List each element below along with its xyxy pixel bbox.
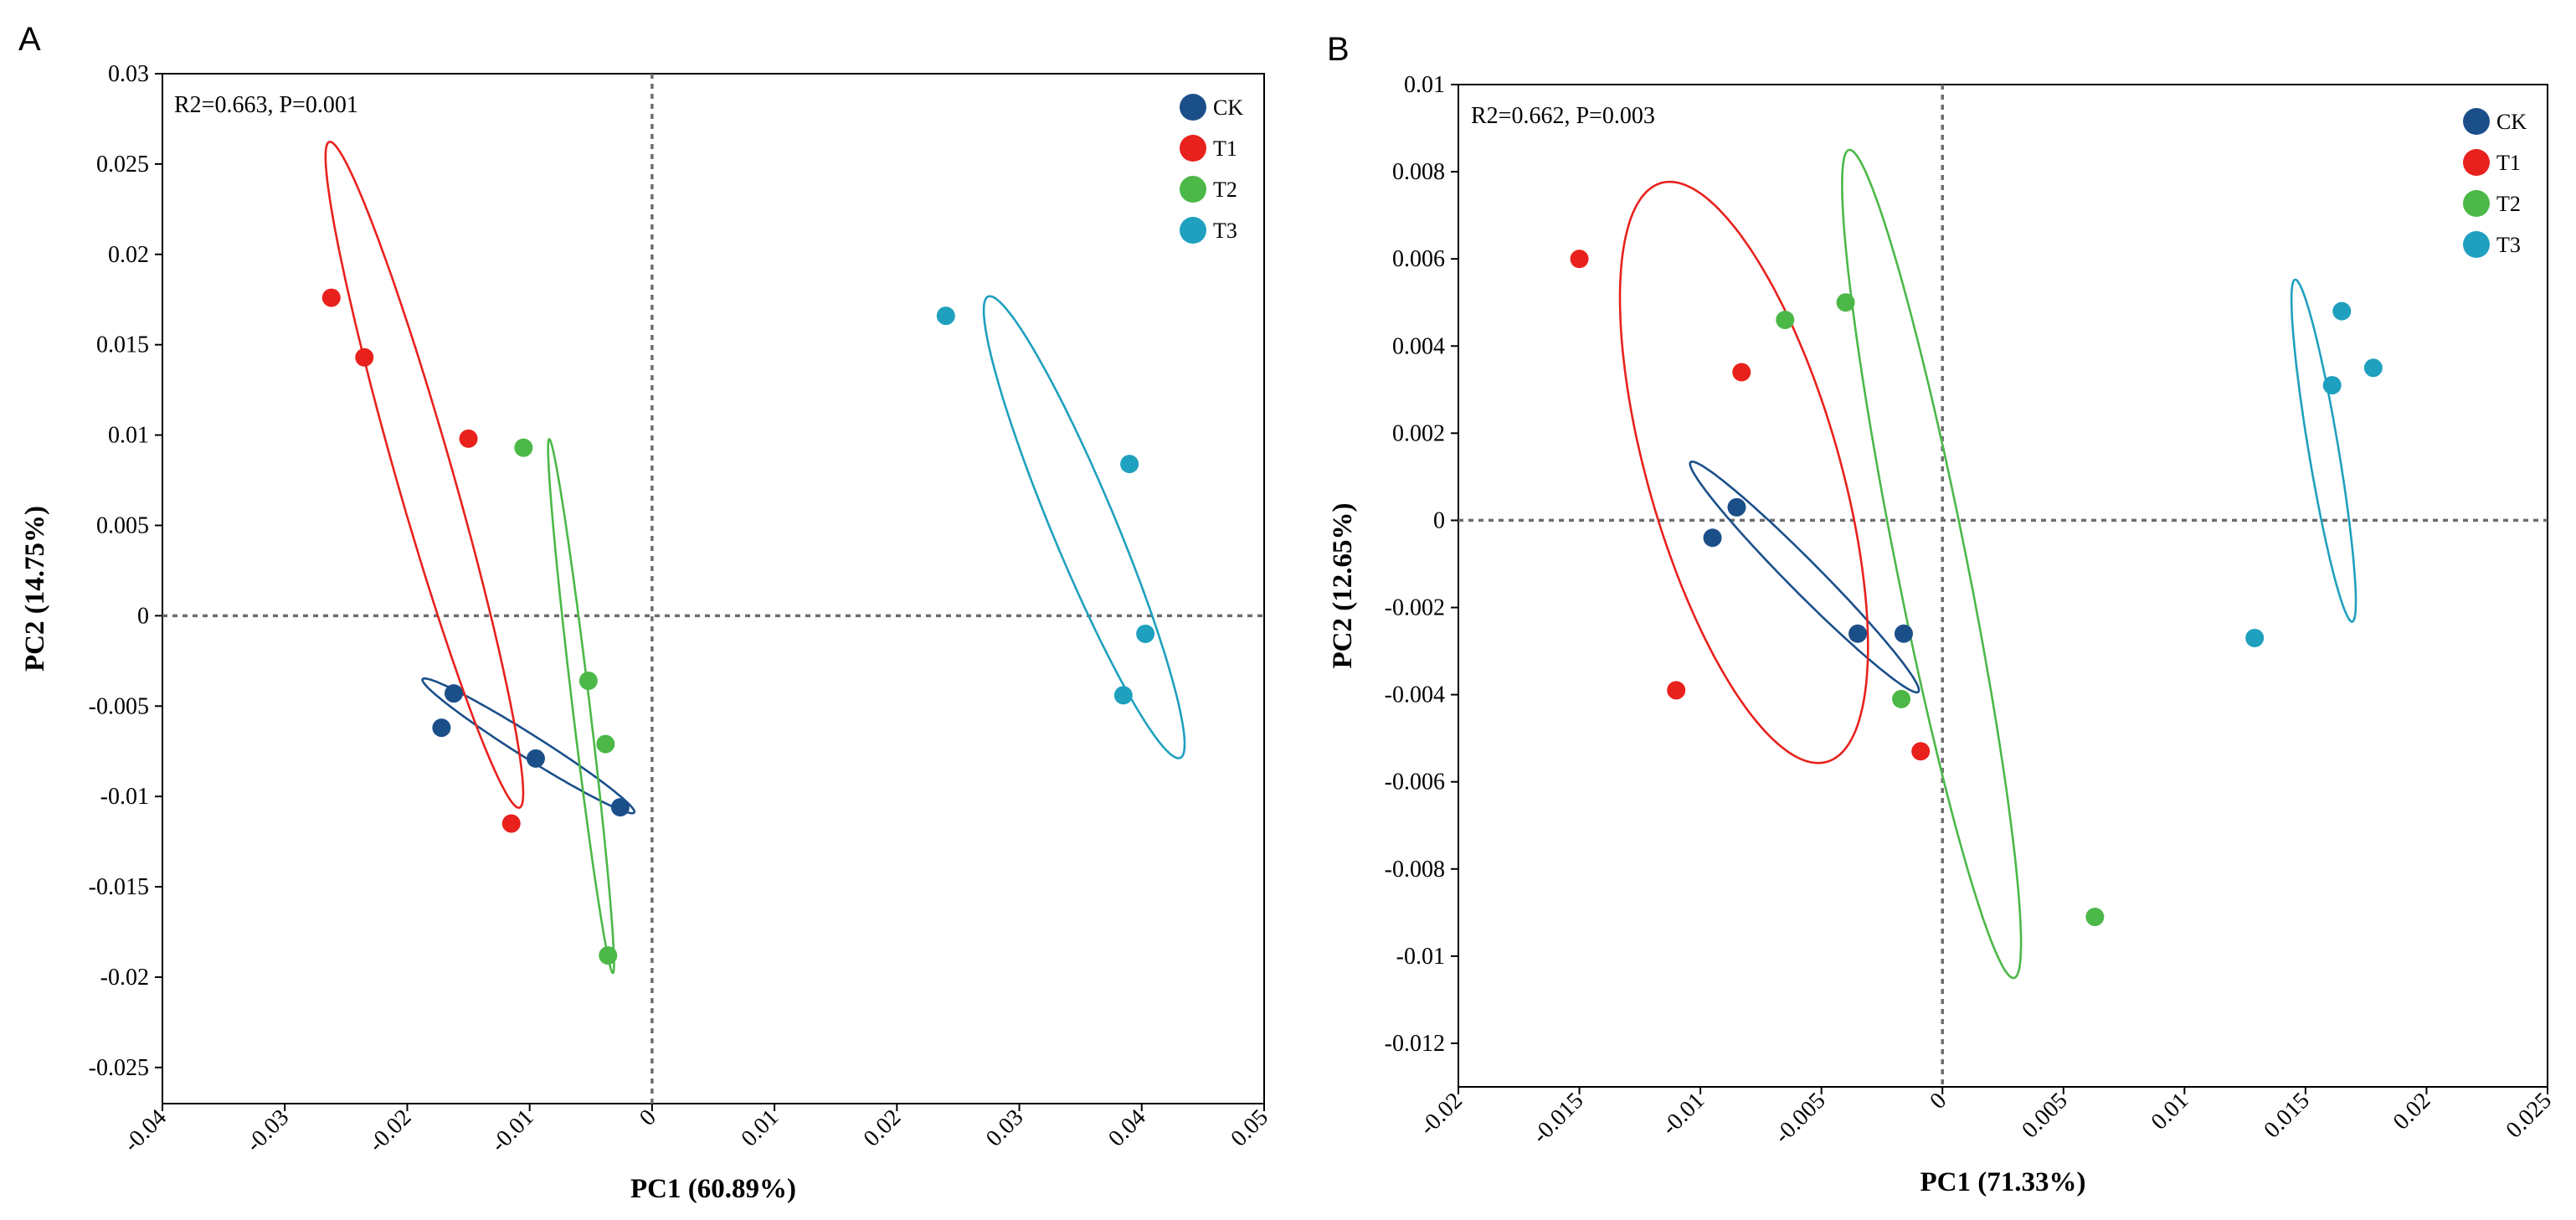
data-point-t2 <box>1892 689 1911 708</box>
data-point-t3 <box>2245 628 2265 647</box>
panel-label: B <box>1327 31 1350 68</box>
x-axis-label: PC1 (60.89%) <box>630 1174 796 1204</box>
y-axis-label: PC2 (14.75%) <box>20 506 50 672</box>
y-tick-label: -0.002 <box>1385 595 1445 621</box>
legend-label-ck: CK <box>2496 110 2527 134</box>
legend-label-t1: T1 <box>2496 151 2521 175</box>
confidence-ellipse-t3 <box>2290 278 2357 623</box>
legend-label-t2: T2 <box>1213 178 1237 202</box>
y-tick-label: 0.01 <box>1404 72 1445 98</box>
legend-marker-ck <box>1180 94 1206 121</box>
confidence-ellipse-t1 <box>324 141 525 810</box>
data-point-t2 <box>2085 908 2105 927</box>
data-point-t1 <box>355 347 374 367</box>
y-tick-label: 0.005 <box>96 512 149 538</box>
stat-annotation: R2=0.662, P=0.003 <box>1471 103 1655 129</box>
data-point-t1 <box>459 429 478 448</box>
y-tick-label: -0.006 <box>1385 770 1445 795</box>
legend-marker-t3 <box>2463 231 2490 258</box>
y-tick-label: 0.01 <box>108 423 149 449</box>
plot-frame <box>1458 84 2548 1088</box>
panel-label: A <box>18 21 41 58</box>
data-point-t3 <box>1136 624 1155 643</box>
legend-label-t1: T1 <box>1213 136 1237 161</box>
data-point-t1 <box>1667 681 1686 700</box>
data-point-t3 <box>2332 301 2352 321</box>
data-point-t2 <box>599 946 618 965</box>
confidence-ellipse-t2 <box>547 438 615 975</box>
y-tick-label: 0 <box>1433 507 1445 533</box>
data-point-t1 <box>1570 250 1589 269</box>
stat-annotation: R2=0.663, P=0.001 <box>174 92 358 118</box>
data-point-ck <box>1894 624 1913 643</box>
y-tick-label: 0.025 <box>96 152 149 178</box>
legend-label-ck: CK <box>1213 95 1243 120</box>
legend-label-t3: T3 <box>1213 219 1237 243</box>
legend-marker-t2 <box>2463 190 2490 217</box>
data-point-t2 <box>596 734 615 754</box>
data-point-t3 <box>1113 686 1133 705</box>
y-tick-label: 0.002 <box>1392 420 1445 446</box>
y-tick-label: 0.03 <box>108 61 149 87</box>
data-point-t2 <box>578 672 598 691</box>
y-tick-label: -0.025 <box>89 1055 149 1081</box>
data-point-t3 <box>936 306 955 326</box>
y-tick-label: -0.01 <box>100 784 149 810</box>
confidence-ellipse-t3 <box>982 295 1186 759</box>
legend-marker-ck <box>2463 108 2490 135</box>
y-tick-label: 0.006 <box>1392 246 1445 272</box>
y-tick-label: -0.01 <box>1396 944 1445 970</box>
confidence-ellipse-t1 <box>1618 180 1869 764</box>
legend-marker-t2 <box>1180 176 1206 203</box>
data-point-ck <box>432 718 451 738</box>
plot-frame <box>162 73 1265 1104</box>
data-point-ck <box>1703 528 1722 548</box>
data-point-t1 <box>321 288 341 307</box>
y-tick-label: 0 <box>137 603 149 629</box>
data-point-t2 <box>514 438 533 457</box>
data-point-t2 <box>1836 293 1855 312</box>
data-point-t2 <box>1776 311 1795 330</box>
data-point-t3 <box>2363 358 2383 378</box>
x-axis-label: PC1 (71.33%) <box>1920 1167 2086 1197</box>
data-point-t3 <box>2322 376 2342 395</box>
data-point-ck <box>610 798 630 817</box>
legend-label-t3: T3 <box>2496 233 2521 257</box>
data-point-t1 <box>501 814 521 833</box>
legend-marker-t3 <box>1180 217 1206 244</box>
y-tick-label: -0.012 <box>1385 1031 1445 1057</box>
data-point-ck <box>526 749 545 768</box>
y-tick-label: -0.015 <box>89 874 149 900</box>
confidence-ellipse-ck <box>421 677 636 815</box>
legend-label-t2: T2 <box>2496 192 2521 216</box>
y-tick-label: 0.015 <box>96 332 149 358</box>
y-tick-label: -0.005 <box>89 693 149 719</box>
legend-marker-t1 <box>1180 135 1206 162</box>
y-tick-label: 0.02 <box>108 242 149 268</box>
y-tick-label: -0.008 <box>1385 857 1445 883</box>
y-axis-label: PC2 (12.65%) <box>1328 503 1358 669</box>
data-point-t1 <box>1911 742 1931 761</box>
data-point-t1 <box>1732 363 1751 382</box>
y-tick-label: 0.008 <box>1392 159 1445 185</box>
data-point-t3 <box>1120 455 1139 474</box>
y-tick-label: 0.004 <box>1392 333 1445 359</box>
y-tick-label: -0.004 <box>1385 682 1445 708</box>
data-point-ck <box>1727 497 1746 517</box>
legend-marker-t1 <box>2463 149 2490 176</box>
data-point-ck <box>445 684 464 703</box>
data-point-ck <box>1848 624 1868 643</box>
y-tick-label: -0.02 <box>100 965 149 991</box>
confidence-ellipse-t2 <box>1841 148 2023 980</box>
